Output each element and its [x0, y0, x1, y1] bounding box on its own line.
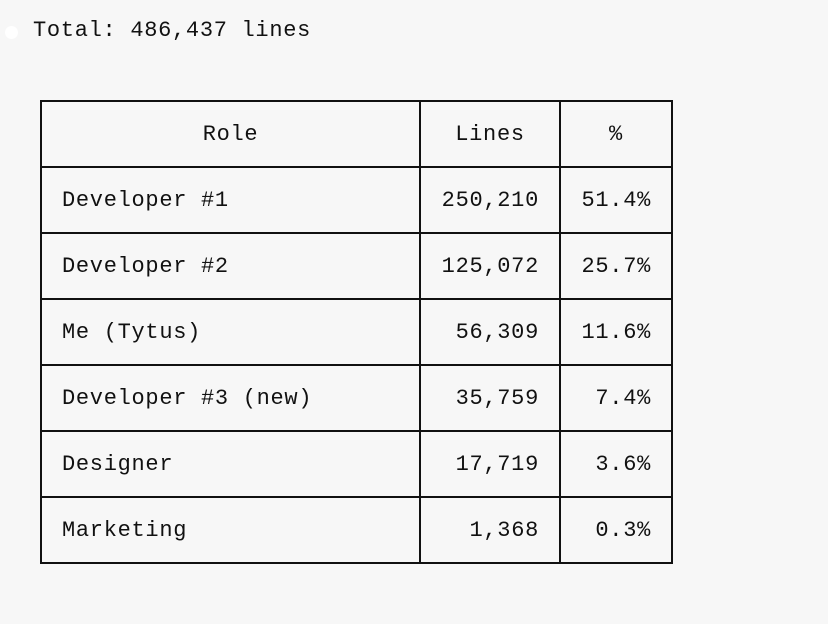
table-row: Me (Tytus) 56,309 11.6% — [40, 298, 673, 366]
percent-cell: 3.6% — [559, 430, 673, 498]
role-cell: Developer #2 — [40, 232, 421, 300]
column-header: % — [559, 100, 673, 168]
percent-cell: 7.4% — [559, 364, 673, 432]
percent-cell: 11.6% — [559, 298, 673, 366]
lines-cell: 250,210 — [419, 166, 561, 234]
lines-cell: 35,759 — [419, 364, 561, 432]
lines-table: Role Lines% Developer #1 250,210 51.4% Devel… — [40, 100, 673, 564]
lines-cell: 1,368 — [419, 496, 561, 564]
total-lines: Total: 486,437 lines — [33, 18, 312, 43]
table-row: Designer 17,719 3.6% — [40, 430, 673, 498]
role-cell: Developer #3 (new) — [40, 364, 421, 432]
role-cell: Designer — [40, 430, 421, 498]
header-row: Role Lines% — [40, 100, 673, 168]
table-row: Developer #1 250,210 51.4% — [40, 166, 673, 234]
column-header: Lines — [419, 100, 561, 168]
percent-cell: 25.7% — [559, 232, 673, 300]
role-cell: Me (Tytus) — [40, 298, 421, 366]
table-row: Developer #3 (new) 35,759 7.4% — [40, 364, 673, 432]
table-row: Developer #2 125,072 25.7% — [40, 232, 673, 300]
role-cell: Marketing — [40, 496, 421, 564]
lines-cell: 125,072 — [419, 232, 561, 300]
percent-cell: 0.3% — [559, 496, 673, 564]
lines-cell: 56,309 — [419, 298, 561, 366]
table-body: Developer #1 250,210 51.4% Developer #2 125,… — [40, 166, 673, 564]
role-cell: Developer #1 — [40, 166, 421, 234]
lines-cell: 17,719 — [419, 430, 561, 498]
percent-cell: 51.4% — [559, 166, 673, 234]
table-row: Marketing 1,368 0.3% — [40, 496, 673, 564]
bullet-dot — [5, 26, 18, 39]
column-header: Role — [40, 100, 421, 168]
